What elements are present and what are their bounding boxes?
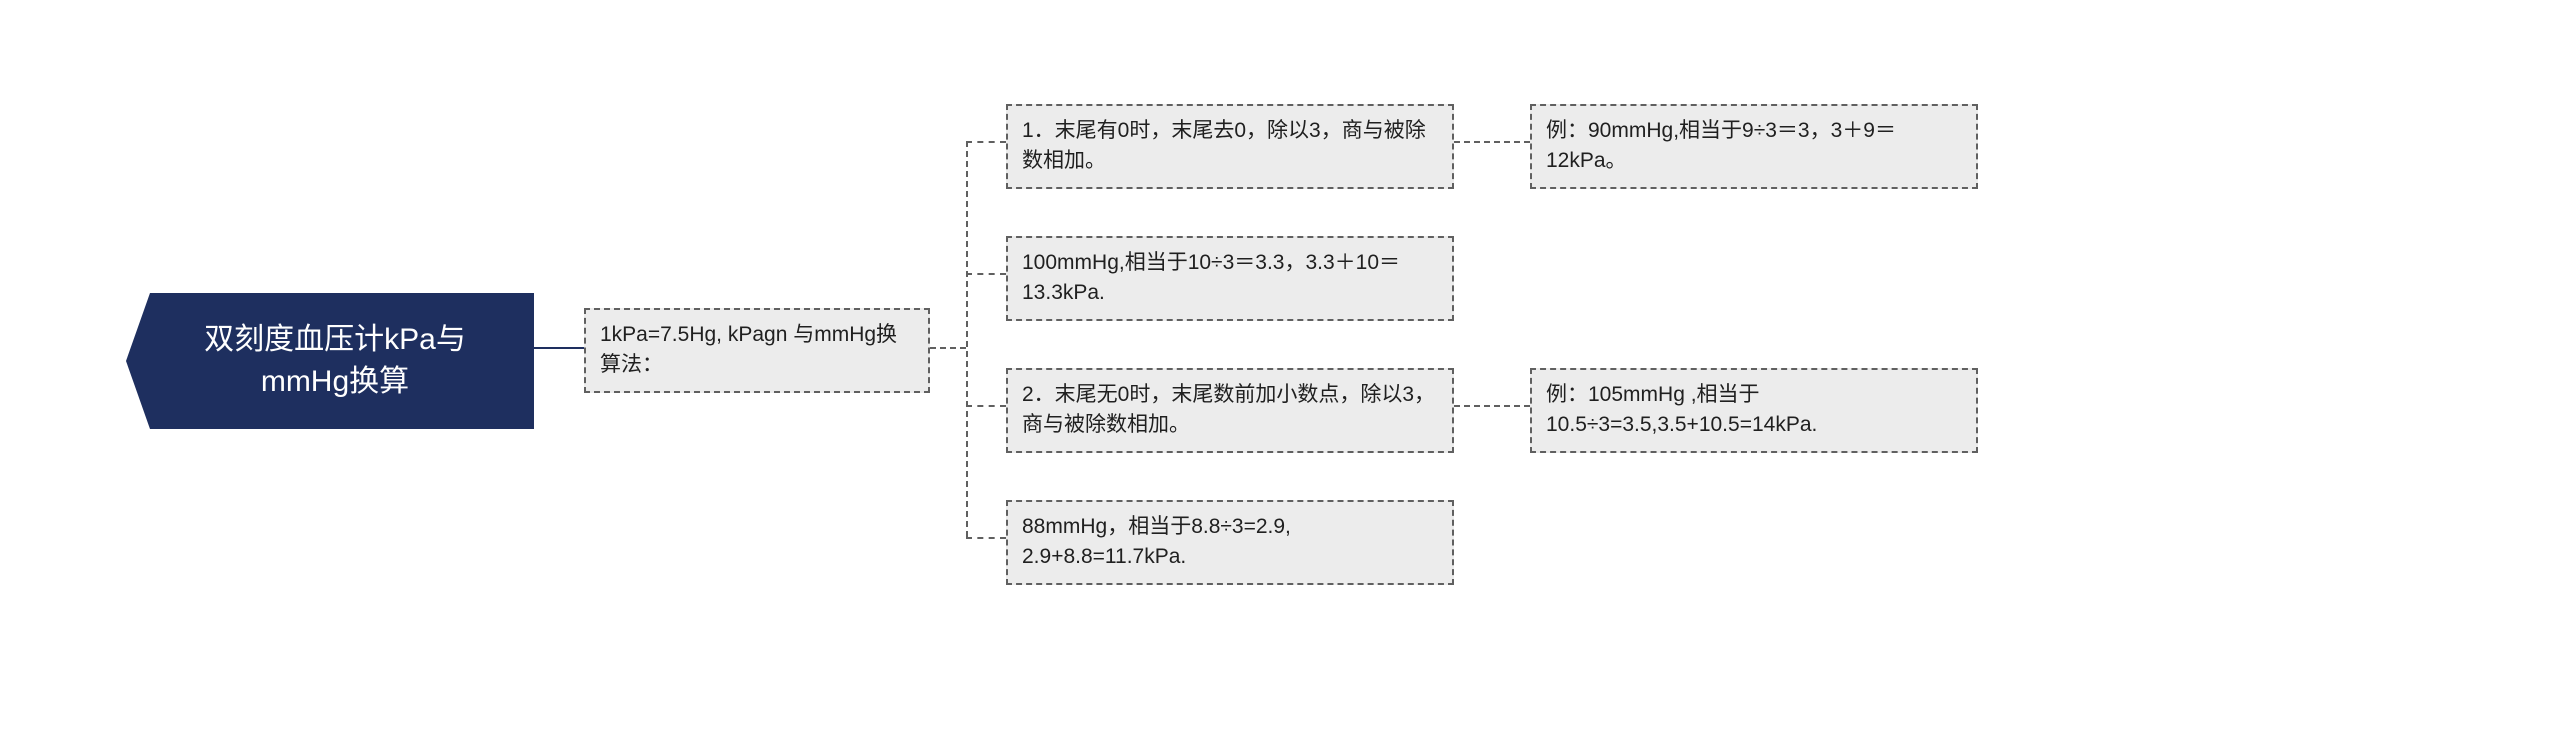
conn-root-l1 xyxy=(534,347,584,349)
level2-rule2: 2．末尾无0时，末尾数前加小数点，除以3，商与被除数相加。 xyxy=(1006,368,1454,453)
conn-l1-to-ex88 xyxy=(966,537,1006,539)
conn-l1-to-ex100 xyxy=(966,273,1006,275)
mindmap-canvas: 双刻度血压计kPa与mmHg换算 1kPa=7.5Hg, kPagn 与mmHg… xyxy=(0,0,2560,756)
level1-node: 1kPa=7.5Hg, kPagn 与mmHg换算法： xyxy=(584,308,930,393)
conn-l1-to-rule2 xyxy=(966,405,1006,407)
conn-l1-out xyxy=(930,347,966,349)
level2-rule1: 1．末尾有0时，末尾去0，除以3，商与被除数相加。 xyxy=(1006,104,1454,189)
conn-l1-vert xyxy=(966,141,968,537)
level2-ex100: 100mmHg,相当于10÷3＝3.3，3.3＋10＝13.3kPa. xyxy=(1006,236,1454,321)
conn-l1-to-rule1 xyxy=(966,141,1006,143)
level3-ex105: 例：105mmHg ,相当于10.5÷3=3.5,3.5+10.5=14kPa. xyxy=(1530,368,1978,453)
level3-ex90: 例：90mmHg,相当于9÷3＝3，3＋9＝12kPa。 xyxy=(1530,104,1978,189)
conn-rule1-ex90 xyxy=(1454,141,1530,143)
conn-rule2-ex105 xyxy=(1454,405,1530,407)
level2-ex88: 88mmHg，相当于8.8÷3=2.9, 2.9+8.8=11.7kPa. xyxy=(1006,500,1454,585)
root-node: 双刻度血压计kPa与mmHg换算 xyxy=(126,293,534,429)
